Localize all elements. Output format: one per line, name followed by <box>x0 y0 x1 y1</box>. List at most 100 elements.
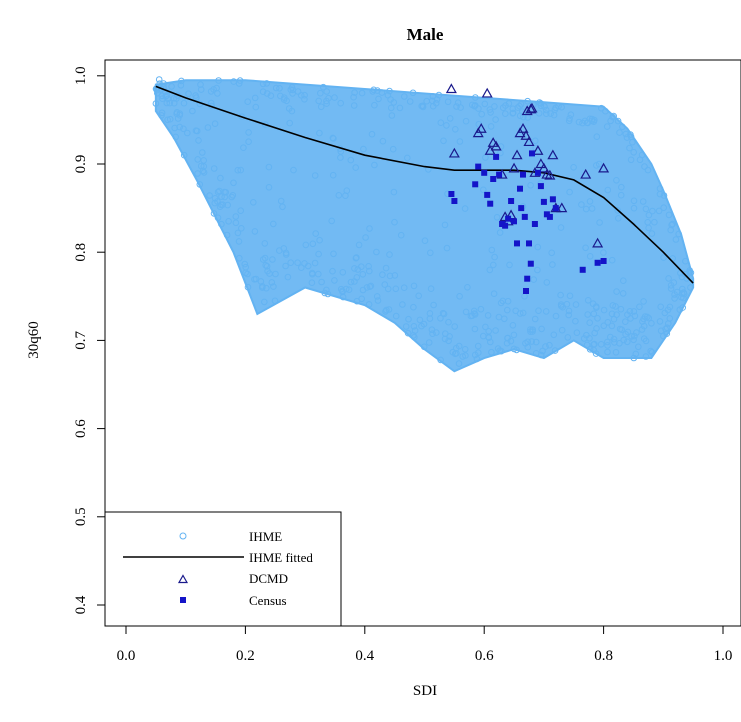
ihme-point <box>542 308 550 315</box>
ihme-point <box>330 135 337 142</box>
ihme-point <box>549 261 556 268</box>
ihme-point <box>358 295 366 303</box>
ihme-point <box>267 92 275 99</box>
ihme-point <box>371 161 378 169</box>
ihme-point <box>269 256 276 263</box>
ihme-point <box>196 181 204 188</box>
census-point <box>546 213 553 220</box>
ihme-point <box>386 87 393 95</box>
ihme-point <box>421 237 429 244</box>
ihme-point <box>613 177 620 184</box>
ihme-point <box>223 231 231 239</box>
ihme-point <box>660 332 667 340</box>
ihme-point <box>351 89 358 96</box>
census-point <box>475 163 482 170</box>
ihme-point <box>230 179 237 187</box>
dcmd-point <box>535 158 547 169</box>
ihme-point <box>488 348 495 356</box>
ihme-point <box>244 283 252 291</box>
ihme-point <box>509 322 517 329</box>
ihme-point <box>401 93 408 100</box>
ihme-point <box>675 230 683 238</box>
ihme-point <box>428 326 436 334</box>
ihme-point <box>593 304 600 312</box>
ihme-point <box>594 315 601 322</box>
census-point <box>600 258 607 264</box>
ihme-point <box>312 230 320 237</box>
ihme-point <box>542 343 549 350</box>
ihme-point <box>534 243 542 251</box>
ihme-point <box>503 339 511 347</box>
ihme-point <box>261 240 269 247</box>
ihme-point <box>215 77 222 84</box>
ihme-point <box>471 311 479 318</box>
ihme-point <box>656 190 664 198</box>
ihme-point <box>218 220 225 228</box>
ihme-point <box>221 193 228 201</box>
ihme-point <box>558 103 565 111</box>
x-axis-title: SDI <box>413 683 437 699</box>
ihme-point <box>180 99 188 107</box>
ihme-point <box>506 261 513 269</box>
ihme-point <box>172 133 179 141</box>
ihme-point <box>655 207 663 215</box>
ihme-point <box>499 297 507 305</box>
dcmd-point <box>448 147 460 158</box>
ihme-point <box>315 97 323 105</box>
ihme-point <box>238 225 245 232</box>
ihme-point <box>261 254 269 262</box>
ihme-point <box>613 288 620 295</box>
ihme-point <box>586 115 594 123</box>
census-point <box>527 260 534 267</box>
ihme-point <box>565 311 573 319</box>
ihme-point <box>362 234 369 241</box>
ihme-point <box>484 312 492 319</box>
ihme-point <box>502 110 509 117</box>
ihme-point <box>608 256 616 264</box>
ihme-point <box>206 192 213 199</box>
ihme-point <box>232 219 240 227</box>
dcmd-point <box>445 83 457 94</box>
ihme-point <box>230 78 237 85</box>
ihme-point <box>294 259 301 267</box>
ihme-point <box>630 308 638 315</box>
ihme-point <box>627 133 635 140</box>
ihme-point <box>573 329 581 337</box>
ihme-point <box>543 279 551 286</box>
ihme-point <box>639 198 647 205</box>
ihme-point <box>425 339 433 346</box>
ihme-point <box>555 102 562 110</box>
ihme-point <box>496 229 504 236</box>
ihme-point <box>660 192 668 199</box>
ihme-point <box>345 286 353 294</box>
ihme-point <box>449 348 457 356</box>
ihme-point <box>471 102 478 110</box>
ihme-point <box>163 92 171 99</box>
dcmd-point <box>544 169 556 180</box>
ihme-point <box>158 109 166 117</box>
ihme-point <box>651 218 658 226</box>
ihme-point <box>416 316 424 324</box>
ihme-point <box>498 347 505 355</box>
ihme-point <box>277 92 284 100</box>
ihme-point <box>420 343 428 351</box>
ihme-point <box>578 201 585 208</box>
y-tick-label: 0.9 <box>73 155 89 174</box>
ihme-point <box>492 116 499 123</box>
ihme-point <box>373 293 381 300</box>
census-points <box>448 150 607 294</box>
ihme-point <box>486 106 494 113</box>
ihme-point <box>669 220 676 228</box>
dcmd-point <box>598 162 610 173</box>
ihme-point <box>504 306 511 314</box>
census-point <box>552 205 559 212</box>
ihme-point <box>467 312 475 320</box>
legend-dcmd-label: DCMD <box>249 571 288 586</box>
ihme-point <box>192 92 199 99</box>
ihme-point <box>648 230 656 237</box>
census-point <box>518 205 525 212</box>
ihme-point <box>384 285 392 293</box>
ihme-point <box>189 107 196 115</box>
census-point <box>523 288 529 294</box>
ihme-point <box>234 229 242 237</box>
